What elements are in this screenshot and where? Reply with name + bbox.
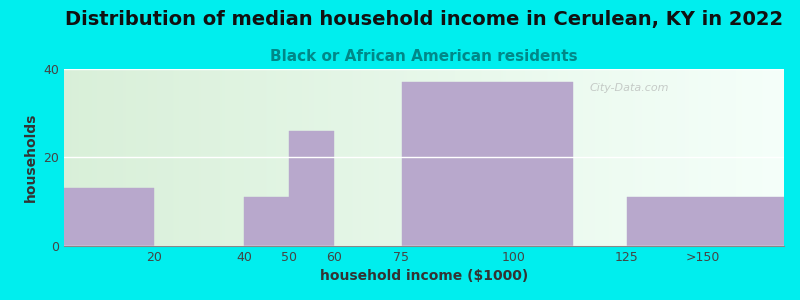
Bar: [244, 197, 289, 246]
Y-axis label: households: households: [24, 113, 38, 202]
Bar: [626, 197, 784, 246]
Bar: [64, 188, 154, 246]
Bar: [289, 131, 334, 246]
Text: Black or African American residents: Black or African American residents: [270, 49, 578, 64]
X-axis label: household income ($1000): household income ($1000): [320, 269, 528, 284]
Bar: [402, 82, 573, 246]
Text: City-Data.com: City-Data.com: [590, 83, 669, 93]
Text: Distribution of median household income in Cerulean, KY in 2022: Distribution of median household income …: [65, 10, 783, 29]
